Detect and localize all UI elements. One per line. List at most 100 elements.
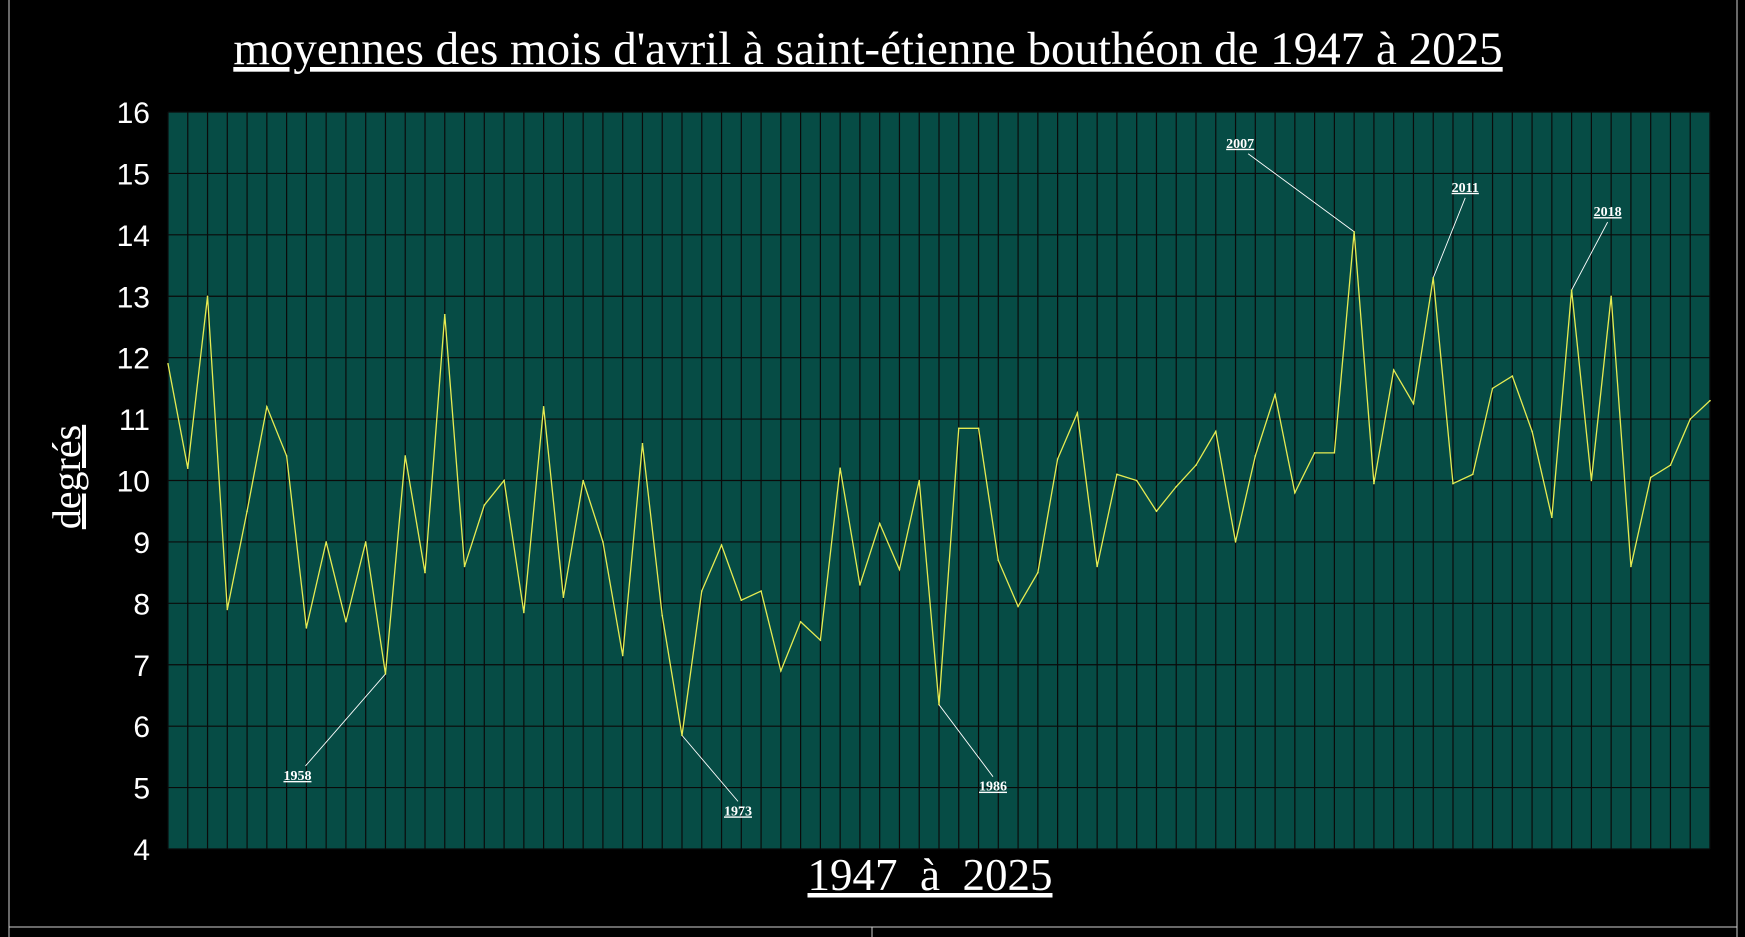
data-point bbox=[582, 479, 584, 482]
data-point bbox=[206, 295, 209, 298]
y-tick-label: 9 bbox=[133, 527, 150, 560]
data-point bbox=[325, 541, 327, 543]
y-tick-label: 10 bbox=[117, 466, 150, 499]
data-point bbox=[542, 406, 545, 408]
y-tick-label: 15 bbox=[117, 158, 150, 191]
data-point bbox=[1551, 516, 1553, 519]
data-point bbox=[1630, 565, 1632, 568]
data-point bbox=[1570, 289, 1573, 291]
y-tick-label: 6 bbox=[133, 711, 150, 744]
annotation-leader bbox=[938, 704, 994, 777]
data-point bbox=[1294, 491, 1296, 494]
data-point bbox=[1353, 230, 1355, 233]
data-point bbox=[1155, 510, 1158, 513]
data-point bbox=[424, 571, 426, 574]
annotation-label: 2007 bbox=[1226, 137, 1254, 152]
data-point bbox=[562, 596, 565, 598]
data-point bbox=[740, 599, 743, 602]
data-point bbox=[780, 670, 782, 672]
data-point bbox=[1412, 402, 1415, 405]
data-point bbox=[523, 611, 525, 614]
data-point bbox=[1452, 482, 1454, 485]
annotation-label: 2011 bbox=[1452, 181, 1479, 196]
y-tick-label: 4 bbox=[133, 834, 150, 867]
annotation-label: 2018 bbox=[1594, 205, 1622, 220]
data-point bbox=[1214, 430, 1217, 433]
data-point bbox=[483, 504, 486, 506]
y-tick-label: 11 bbox=[119, 404, 150, 437]
data-point bbox=[1432, 277, 1435, 279]
data-point bbox=[859, 584, 861, 586]
annotation-leader bbox=[1571, 221, 1609, 291]
data-point bbox=[1511, 375, 1514, 377]
data-point bbox=[1175, 485, 1178, 488]
data-point bbox=[1037, 571, 1039, 574]
data-point bbox=[1590, 479, 1593, 482]
data-point bbox=[345, 620, 347, 623]
data-point bbox=[1017, 605, 1019, 608]
data-point bbox=[1313, 452, 1316, 454]
data-point bbox=[443, 313, 446, 316]
data-point bbox=[1373, 482, 1375, 485]
y-tick-labels: 4 5 6 7 8 9 10 11 12 13 14 15 16 bbox=[117, 97, 150, 867]
data-point bbox=[700, 590, 703, 592]
x-axis-title: 1947 à 2025 bbox=[808, 850, 1053, 900]
y-tick-label: 14 bbox=[117, 220, 150, 253]
chart-title: moyennes des mois d'avril à saint-étienn… bbox=[233, 23, 1502, 75]
annotation-label: 1986 bbox=[979, 780, 1007, 795]
data-point bbox=[819, 639, 822, 641]
data-point bbox=[1056, 458, 1059, 460]
data-point bbox=[1254, 455, 1257, 457]
data-point bbox=[285, 455, 288, 457]
data-point bbox=[1392, 369, 1395, 371]
data-point bbox=[1610, 295, 1612, 298]
data-point bbox=[938, 703, 940, 706]
data-point bbox=[503, 479, 505, 482]
data-point bbox=[1274, 393, 1276, 396]
data-point bbox=[186, 467, 189, 470]
data-point bbox=[1234, 541, 1237, 543]
data-point bbox=[898, 568, 901, 571]
data-point bbox=[977, 427, 980, 430]
annotations: 1958 1973 1986 2007 2011 2018 bbox=[283, 137, 1621, 820]
annotation-leader bbox=[1432, 197, 1466, 278]
y-tick-label: 8 bbox=[133, 588, 150, 621]
data-point bbox=[1709, 399, 1711, 402]
data-point bbox=[1116, 473, 1118, 476]
y-tick-label: 13 bbox=[117, 281, 150, 314]
data-point bbox=[364, 541, 367, 543]
annotation-label: 1958 bbox=[283, 769, 311, 784]
data-point bbox=[384, 673, 387, 675]
data-point bbox=[266, 406, 268, 408]
data-point bbox=[226, 608, 229, 611]
data-point bbox=[720, 544, 723, 546]
data-point bbox=[305, 627, 308, 629]
data-point bbox=[1076, 412, 1079, 414]
y-tick-label: 7 bbox=[133, 650, 150, 683]
data-point bbox=[1669, 464, 1672, 466]
annotation-leader bbox=[305, 673, 386, 767]
data-point bbox=[1333, 452, 1336, 454]
data-point bbox=[1689, 418, 1692, 420]
annotation-leader bbox=[681, 735, 739, 802]
data-point bbox=[1096, 565, 1098, 568]
data-point bbox=[1135, 479, 1138, 482]
y-tick-label: 5 bbox=[133, 773, 150, 806]
data-point bbox=[602, 541, 604, 543]
data-point bbox=[621, 654, 624, 657]
data-point bbox=[760, 590, 762, 592]
annotation-label: 1973 bbox=[724, 804, 752, 819]
y-axis-title: degrés bbox=[44, 425, 89, 529]
data-point bbox=[1649, 476, 1652, 479]
data-point bbox=[463, 565, 466, 568]
data-point bbox=[1471, 473, 1474, 476]
data-point bbox=[799, 620, 802, 623]
grid-lines bbox=[167, 111, 1711, 850]
data-point bbox=[404, 455, 407, 457]
data-point bbox=[661, 614, 664, 617]
data-point bbox=[1195, 464, 1197, 466]
y-tick-label: 12 bbox=[117, 343, 150, 376]
data-point bbox=[681, 734, 683, 737]
annotation-leader bbox=[1247, 153, 1355, 233]
